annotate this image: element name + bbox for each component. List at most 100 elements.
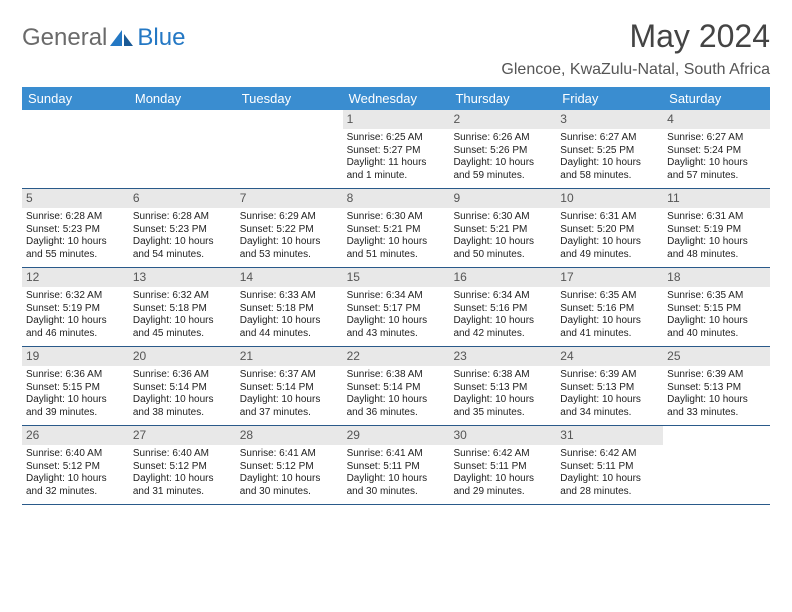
- weekday-header: Thursday: [449, 87, 556, 110]
- day-cell: 23Sunrise: 6:38 AMSunset: 5:13 PMDayligh…: [449, 347, 556, 425]
- day-number: 15: [343, 268, 450, 287]
- sunrise-text: Sunrise: 6:40 AM: [133, 448, 232, 461]
- sunset-text: Sunset: 5:25 PM: [560, 145, 659, 158]
- day-number: 24: [556, 347, 663, 366]
- day-number: 13: [129, 268, 236, 287]
- sunset-text: Sunset: 5:18 PM: [133, 303, 232, 316]
- sunrise-text: Sunrise: 6:30 AM: [453, 211, 552, 224]
- day-cell: [22, 110, 129, 188]
- day-number: 26: [22, 426, 129, 445]
- day-number: 30: [449, 426, 556, 445]
- day-number: 29: [343, 426, 450, 445]
- weekday-header: Wednesday: [343, 87, 450, 110]
- sunrise-text: Sunrise: 6:29 AM: [240, 211, 339, 224]
- day-number: 12: [22, 268, 129, 287]
- sunset-text: Sunset: 5:16 PM: [453, 303, 552, 316]
- sunset-text: Sunset: 5:19 PM: [667, 224, 766, 237]
- daylight-text: Daylight: 10 hours and 30 minutes.: [347, 473, 446, 498]
- sunrise-text: Sunrise: 6:34 AM: [347, 290, 446, 303]
- weekday-header: Monday: [129, 87, 236, 110]
- sunrise-text: Sunrise: 6:42 AM: [453, 448, 552, 461]
- daylight-text: Daylight: 11 hours and 1 minute.: [347, 157, 446, 182]
- sunrise-text: Sunrise: 6:36 AM: [26, 369, 125, 382]
- sunset-text: Sunset: 5:11 PM: [453, 461, 552, 474]
- sunset-text: Sunset: 5:14 PM: [240, 382, 339, 395]
- day-cell: 1Sunrise: 6:25 AMSunset: 5:27 PMDaylight…: [343, 110, 450, 188]
- sunset-text: Sunset: 5:27 PM: [347, 145, 446, 158]
- day-number: 25: [663, 347, 770, 366]
- daylight-text: Daylight: 10 hours and 33 minutes.: [667, 394, 766, 419]
- daylight-text: Daylight: 10 hours and 54 minutes.: [133, 236, 232, 261]
- daylight-text: Daylight: 10 hours and 28 minutes.: [560, 473, 659, 498]
- daylight-text: Daylight: 10 hours and 35 minutes.: [453, 394, 552, 419]
- daylight-text: Daylight: 10 hours and 37 minutes.: [240, 394, 339, 419]
- day-cell: 24Sunrise: 6:39 AMSunset: 5:13 PMDayligh…: [556, 347, 663, 425]
- daylight-text: Daylight: 10 hours and 58 minutes.: [560, 157, 659, 182]
- day-number: 6: [129, 189, 236, 208]
- sunrise-text: Sunrise: 6:33 AM: [240, 290, 339, 303]
- day-cell: 9Sunrise: 6:30 AMSunset: 5:21 PMDaylight…: [449, 189, 556, 267]
- day-cell: 8Sunrise: 6:30 AMSunset: 5:21 PMDaylight…: [343, 189, 450, 267]
- sunrise-text: Sunrise: 6:39 AM: [560, 369, 659, 382]
- daylight-text: Daylight: 10 hours and 29 minutes.: [453, 473, 552, 498]
- day-cell: 16Sunrise: 6:34 AMSunset: 5:16 PMDayligh…: [449, 268, 556, 346]
- sunset-text: Sunset: 5:22 PM: [240, 224, 339, 237]
- day-cell: 15Sunrise: 6:34 AMSunset: 5:17 PMDayligh…: [343, 268, 450, 346]
- sunset-text: Sunset: 5:11 PM: [560, 461, 659, 474]
- sunset-text: Sunset: 5:12 PM: [240, 461, 339, 474]
- sunset-text: Sunset: 5:24 PM: [667, 145, 766, 158]
- week-row: 5Sunrise: 6:28 AMSunset: 5:23 PMDaylight…: [22, 189, 770, 268]
- day-cell: 21Sunrise: 6:37 AMSunset: 5:14 PMDayligh…: [236, 347, 343, 425]
- sunrise-text: Sunrise: 6:38 AM: [453, 369, 552, 382]
- daylight-text: Daylight: 10 hours and 57 minutes.: [667, 157, 766, 182]
- day-cell: 2Sunrise: 6:26 AMSunset: 5:26 PMDaylight…: [449, 110, 556, 188]
- sunset-text: Sunset: 5:14 PM: [133, 382, 232, 395]
- sunrise-text: Sunrise: 6:27 AM: [667, 132, 766, 145]
- sunset-text: Sunset: 5:11 PM: [347, 461, 446, 474]
- day-cell: [236, 110, 343, 188]
- day-number: 21: [236, 347, 343, 366]
- day-cell: 6Sunrise: 6:28 AMSunset: 5:23 PMDaylight…: [129, 189, 236, 267]
- day-cell: 12Sunrise: 6:32 AMSunset: 5:19 PMDayligh…: [22, 268, 129, 346]
- day-cell: 14Sunrise: 6:33 AMSunset: 5:18 PMDayligh…: [236, 268, 343, 346]
- page-header: General Blue May 2024 Glencoe, KwaZulu-N…: [22, 18, 770, 79]
- day-number: 14: [236, 268, 343, 287]
- brand-sail-icon: [109, 28, 135, 48]
- daylight-text: Daylight: 10 hours and 30 minutes.: [240, 473, 339, 498]
- day-cell: 20Sunrise: 6:36 AMSunset: 5:14 PMDayligh…: [129, 347, 236, 425]
- day-number: 19: [22, 347, 129, 366]
- day-cell: 3Sunrise: 6:27 AMSunset: 5:25 PMDaylight…: [556, 110, 663, 188]
- sunset-text: Sunset: 5:26 PM: [453, 145, 552, 158]
- sunset-text: Sunset: 5:12 PM: [26, 461, 125, 474]
- sunset-text: Sunset: 5:15 PM: [26, 382, 125, 395]
- day-number: 27: [129, 426, 236, 445]
- day-cell: 27Sunrise: 6:40 AMSunset: 5:12 PMDayligh…: [129, 426, 236, 504]
- day-cell: 5Sunrise: 6:28 AMSunset: 5:23 PMDaylight…: [22, 189, 129, 267]
- daylight-text: Daylight: 10 hours and 49 minutes.: [560, 236, 659, 261]
- daylight-text: Daylight: 10 hours and 44 minutes.: [240, 315, 339, 340]
- day-cell: 18Sunrise: 6:35 AMSunset: 5:15 PMDayligh…: [663, 268, 770, 346]
- day-cell: 19 Sunrise: 6:36 AMSunset: 5:15 PMDayligh…: [22, 347, 129, 425]
- month-title: May 2024: [501, 18, 770, 55]
- daylight-text: Daylight: 10 hours and 31 minutes.: [133, 473, 232, 498]
- sunrise-text: Sunrise: 6:28 AM: [26, 211, 125, 224]
- sunset-text: Sunset: 5:23 PM: [133, 224, 232, 237]
- day-cell: 26Sunrise: 6:40 AMSunset: 5:12 PMDayligh…: [22, 426, 129, 504]
- week-row: 26Sunrise: 6:40 AMSunset: 5:12 PMDayligh…: [22, 426, 770, 505]
- daylight-text: Daylight: 10 hours and 39 minutes.: [26, 394, 125, 419]
- day-cell: [663, 426, 770, 504]
- daylight-text: Daylight: 10 hours and 53 minutes.: [240, 236, 339, 261]
- sunrise-text: Sunrise: 6:35 AM: [560, 290, 659, 303]
- daylight-text: Daylight: 10 hours and 42 minutes.: [453, 315, 552, 340]
- weeks-container: 1Sunrise: 6:25 AMSunset: 5:27 PMDaylight…: [22, 110, 770, 505]
- sunrise-text: Sunrise: 6:31 AM: [667, 211, 766, 224]
- day-cell: 11Sunrise: 6:31 AMSunset: 5:19 PMDayligh…: [663, 189, 770, 267]
- day-number: 20: [129, 347, 236, 366]
- weekday-header: Saturday: [663, 87, 770, 110]
- sunrise-text: Sunrise: 6:36 AM: [133, 369, 232, 382]
- day-number: 3: [556, 110, 663, 129]
- day-number: 9: [449, 189, 556, 208]
- daylight-text: Daylight: 10 hours and 43 minutes.: [347, 315, 446, 340]
- day-cell: 31Sunrise: 6:42 AMSunset: 5:11 PMDayligh…: [556, 426, 663, 504]
- day-number: 2: [449, 110, 556, 129]
